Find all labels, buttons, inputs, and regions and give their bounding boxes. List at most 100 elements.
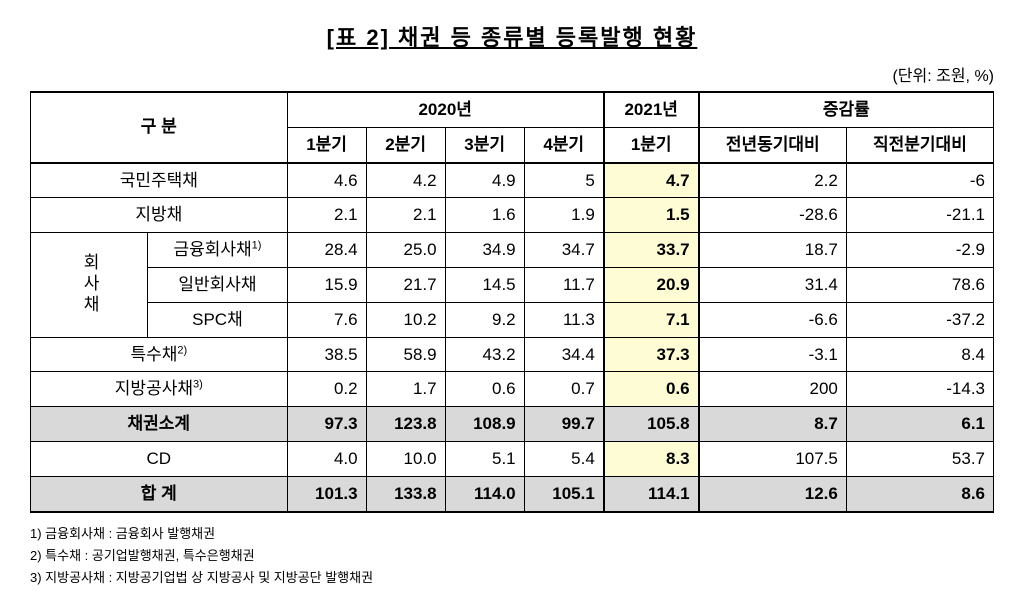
cell: 0.6 <box>445 372 524 407</box>
cell: 4.2 <box>366 163 445 198</box>
unit-label: (단위: 조원, %) <box>30 62 994 86</box>
cell-highlight: 0.6 <box>604 372 699 407</box>
cell: 1.9 <box>524 198 604 233</box>
cell: 101.3 <box>287 476 366 511</box>
cell: 14.5 <box>445 267 524 302</box>
footnote-1: 1) 금융회사채 : 금융회사 발행채권 <box>30 523 994 545</box>
cell: 107.5 <box>699 441 847 476</box>
row-label: 합 계 <box>31 476 288 511</box>
cell: 21.7 <box>366 267 445 302</box>
cell-highlight: 20.9 <box>604 267 699 302</box>
cell-highlight: 7.1 <box>604 302 699 337</box>
cell: 28.4 <box>287 233 366 268</box>
row-label: 지방공사채3) <box>31 372 288 407</box>
header-2020: 2020년 <box>287 92 604 127</box>
cell: 34.4 <box>524 337 604 372</box>
cell: -3.1 <box>699 337 847 372</box>
cell: 133.8 <box>366 476 445 511</box>
cell: 4.0 <box>287 441 366 476</box>
table-row: 지방공사채3) 0.2 1.7 0.6 0.7 0.6 200 -14.3 <box>31 372 994 407</box>
header-yoy: 전년동기대비 <box>699 127 847 162</box>
cell: 12.6 <box>699 476 847 511</box>
cell: 5 <box>524 163 604 198</box>
cell: 8.6 <box>846 476 993 511</box>
cell: 58.9 <box>366 337 445 372</box>
footnotes: 1) 금융회사채 : 금융회사 발행채권 2) 특수채 : 공기업발행채권, 특… <box>30 523 994 589</box>
cell: -37.2 <box>846 302 993 337</box>
cell: 25.0 <box>366 233 445 268</box>
cell: 8.7 <box>699 407 847 442</box>
cell: -6 <box>846 163 993 198</box>
header-category: 구 분 <box>31 92 288 163</box>
table-row: 지방채 2.1 2.1 1.6 1.9 1.5 -28.6 -21.1 <box>31 198 994 233</box>
cell-highlight: 8.3 <box>604 441 699 476</box>
cell: 78.6 <box>846 267 993 302</box>
cell: 43.2 <box>445 337 524 372</box>
table-row: 특수채2) 38.5 58.9 43.2 34.4 37.3 -3.1 8.4 <box>31 337 994 372</box>
header-q4: 4분기 <box>524 127 604 162</box>
row-label: CD <box>31 441 288 476</box>
table-title: [표 2] 채권 등 종류별 등록발행 현황 <box>30 20 994 52</box>
table-row: CD 4.0 10.0 5.1 5.4 8.3 107.5 53.7 <box>31 441 994 476</box>
footnote-2: 2) 특수채 : 공기업발행채권, 특수은행채권 <box>30 545 994 567</box>
cell-highlight: 33.7 <box>604 233 699 268</box>
cell: 7.6 <box>287 302 366 337</box>
header-2021: 2021년 <box>604 92 699 127</box>
cell: 123.8 <box>366 407 445 442</box>
cell: 11.7 <box>524 267 604 302</box>
cell: 34.7 <box>524 233 604 268</box>
cell: -21.1 <box>846 198 993 233</box>
cell: 2.1 <box>366 198 445 233</box>
cell: 114.0 <box>445 476 524 511</box>
header-q2: 2분기 <box>366 127 445 162</box>
header-qoq: 직전분기대비 <box>846 127 993 162</box>
footnote-3: 3) 지방공사채 : 지방공기업법 상 지방공사 및 지방공단 발행채권 <box>30 567 994 589</box>
row-label: 국민주택채 <box>31 163 288 198</box>
table-row: SPC채 7.6 10.2 9.2 11.3 7.1 -6.6 -37.2 <box>31 302 994 337</box>
table-row-subtotal: 채권소계 97.3 123.8 108.9 99.7 105.8 8.7 6.1 <box>31 407 994 442</box>
cell: 1.6 <box>445 198 524 233</box>
header-q1: 1분기 <box>287 127 366 162</box>
header-q3: 3분기 <box>445 127 524 162</box>
cell: 9.2 <box>445 302 524 337</box>
cell: 105.1 <box>524 476 604 511</box>
row-label: SPC채 <box>148 302 287 337</box>
cell: 6.1 <box>846 407 993 442</box>
cell: 97.3 <box>287 407 366 442</box>
header-2021-q1: 1분기 <box>604 127 699 162</box>
cell: 105.8 <box>604 407 699 442</box>
cell: 53.7 <box>846 441 993 476</box>
cell: 2.1 <box>287 198 366 233</box>
cell: 5.1 <box>445 441 524 476</box>
row-label: 지방채 <box>31 198 288 233</box>
row-label: 금융회사채1) <box>148 233 287 268</box>
cell: 114.1 <box>604 476 699 511</box>
cell: 1.7 <box>366 372 445 407</box>
cell: 200 <box>699 372 847 407</box>
cell: 4.9 <box>445 163 524 198</box>
cell: -2.9 <box>846 233 993 268</box>
row-label: 특수채2) <box>31 337 288 372</box>
cell-highlight: 4.7 <box>604 163 699 198</box>
row-group-label: 회사채 <box>31 233 148 337</box>
cell: 10.2 <box>366 302 445 337</box>
cell: 108.9 <box>445 407 524 442</box>
cell: 5.4 <box>524 441 604 476</box>
cell: 4.6 <box>287 163 366 198</box>
cell: -6.6 <box>699 302 847 337</box>
cell: 8.4 <box>846 337 993 372</box>
cell: -14.3 <box>846 372 993 407</box>
cell: 0.2 <box>287 372 366 407</box>
bond-issuance-table: 구 분 2020년 2021년 증감률 1분기 2분기 3분기 4분기 1분기 … <box>30 91 994 513</box>
cell: 18.7 <box>699 233 847 268</box>
cell: 15.9 <box>287 267 366 302</box>
cell: 10.0 <box>366 441 445 476</box>
cell: 0.7 <box>524 372 604 407</box>
cell: 2.2 <box>699 163 847 198</box>
table-row-total: 합 계 101.3 133.8 114.0 105.1 114.1 12.6 8… <box>31 476 994 511</box>
table-row: 국민주택채 4.6 4.2 4.9 5 4.7 2.2 -6 <box>31 163 994 198</box>
cell: 11.3 <box>524 302 604 337</box>
cell-highlight: 1.5 <box>604 198 699 233</box>
cell: 38.5 <box>287 337 366 372</box>
table-row: 일반회사채 15.9 21.7 14.5 11.7 20.9 31.4 78.6 <box>31 267 994 302</box>
